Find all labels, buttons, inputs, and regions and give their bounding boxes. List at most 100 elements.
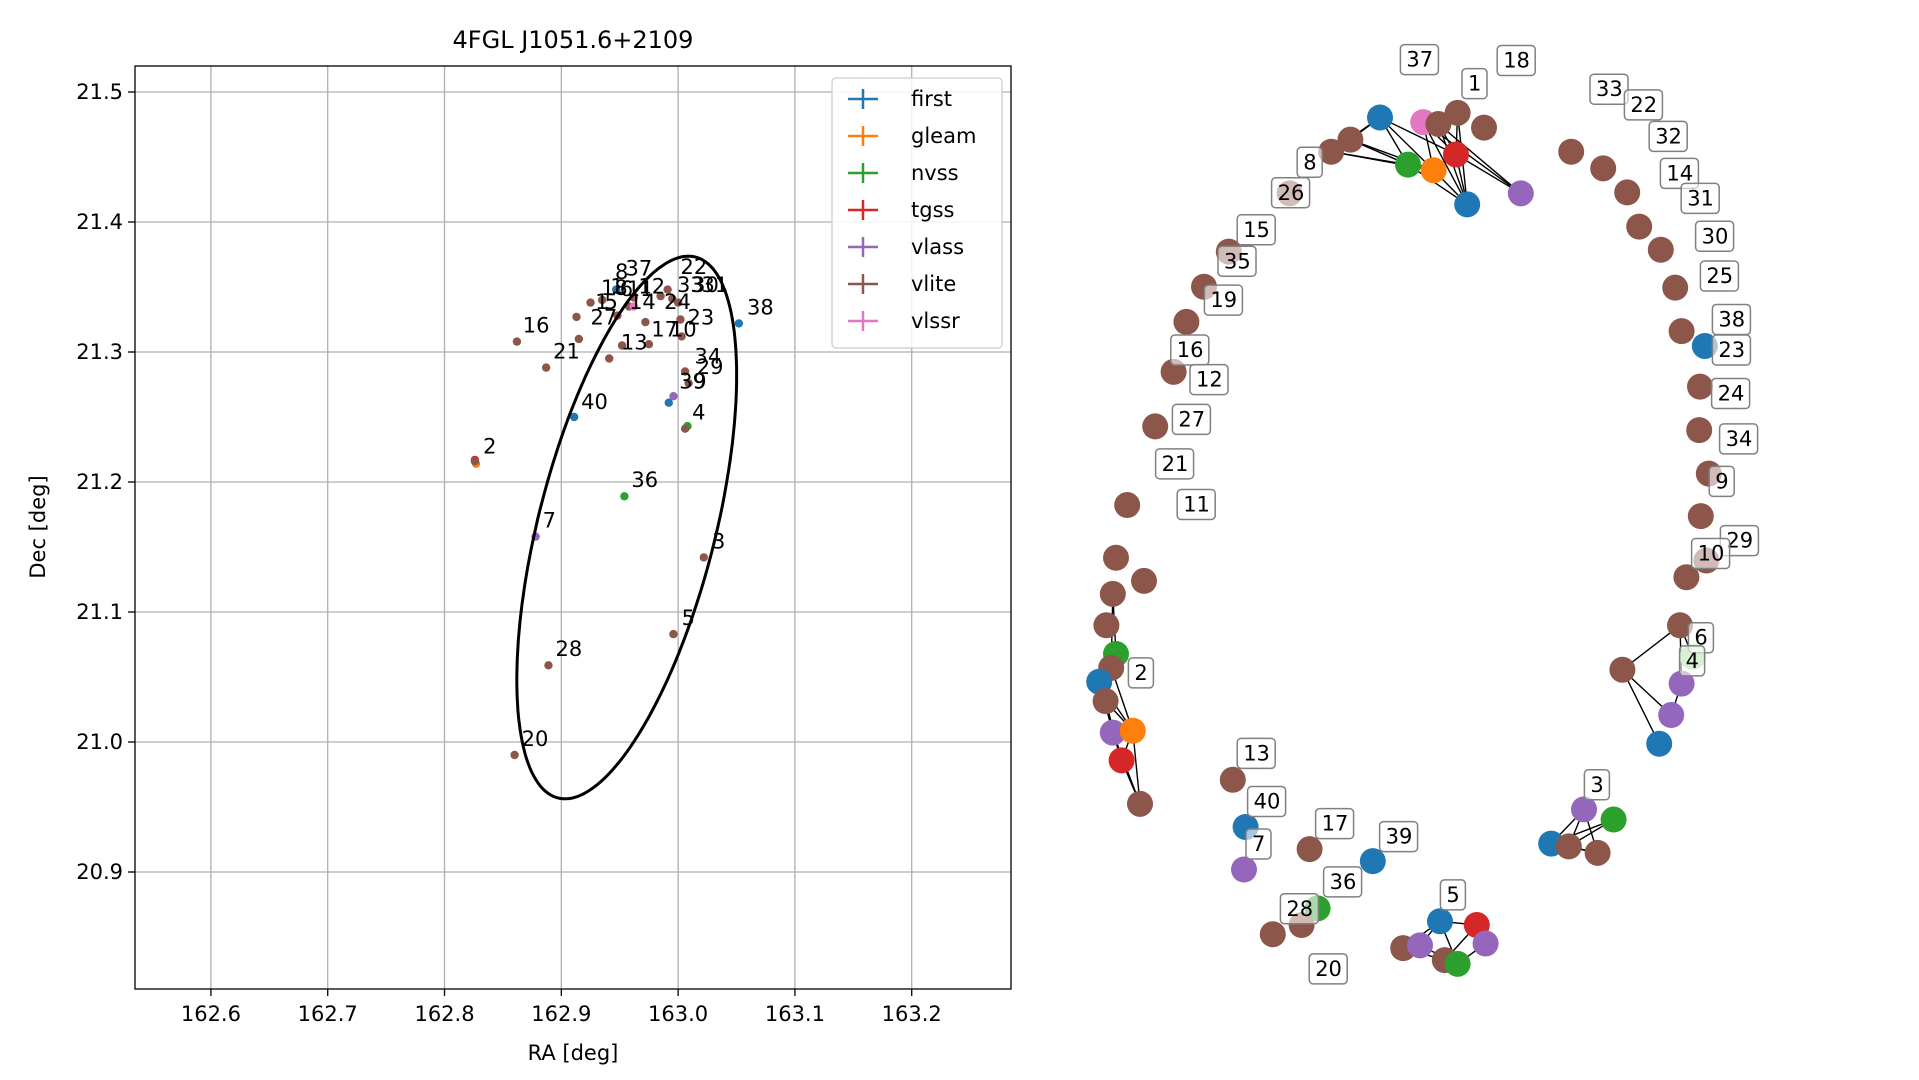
network-label-text: 7 xyxy=(1252,832,1265,856)
network-label-box xyxy=(1711,334,1752,366)
network-label-text: 18 xyxy=(1503,49,1530,73)
y-axis-label: Dec [deg] xyxy=(26,475,50,578)
network-node xyxy=(1614,179,1641,206)
network-label-text: 35 xyxy=(1224,249,1251,273)
network-label-text: 25 xyxy=(1706,264,1733,288)
network-label-text: 29 xyxy=(1726,529,1753,553)
network-label: 10 xyxy=(1690,537,1731,570)
network-node xyxy=(1687,373,1713,400)
network-label: 3 xyxy=(1583,769,1611,801)
scatter-point-vlite xyxy=(574,334,584,344)
y-tick-label: 20.9 xyxy=(76,860,123,884)
network-label-box xyxy=(1279,893,1320,925)
network-label-box xyxy=(1154,448,1195,480)
network-label-text: 27 xyxy=(1178,407,1205,431)
network-node xyxy=(1093,612,1120,639)
y-axis-ticks: 20.9 21.0 21.1 21.2 21.3 21.4 21.5 xyxy=(76,80,135,884)
network-label-box xyxy=(1176,488,1216,521)
point-label: 1 xyxy=(595,290,608,314)
y-tick-label: 21.3 xyxy=(76,340,123,364)
scatter-point-vlite xyxy=(641,317,650,327)
network-label-text: 17 xyxy=(1322,812,1349,836)
network-label-text: 11 xyxy=(1183,493,1210,517)
scatter-point-vlite xyxy=(699,553,709,562)
x-tick-label: 162.6 xyxy=(181,1002,241,1026)
network-label: 16 xyxy=(1170,334,1210,366)
network-node xyxy=(1472,930,1499,957)
x-axis-label: RA [deg] xyxy=(528,1041,619,1065)
network-label-box xyxy=(1710,377,1751,410)
network-node xyxy=(1584,839,1611,866)
network-node xyxy=(1555,833,1582,860)
scatter-point-first xyxy=(734,319,744,328)
network-node xyxy=(1103,544,1129,571)
network-node xyxy=(1658,702,1685,729)
network-edge xyxy=(1379,116,1457,156)
network-node xyxy=(1686,417,1713,444)
scatter-point-nvss xyxy=(620,492,629,501)
grid-lines xyxy=(135,66,1011,989)
network-node xyxy=(1471,114,1497,141)
network-label: 27 xyxy=(1171,403,1212,436)
legend-label: nvss xyxy=(911,161,959,185)
network-label: 31 xyxy=(1680,182,1720,215)
network-node xyxy=(1231,856,1257,883)
network-label: 39 xyxy=(1378,820,1419,853)
scatter-point-vlite xyxy=(669,629,678,639)
network-label-text: 1 xyxy=(1468,72,1481,96)
legend-label: gleam xyxy=(911,124,976,148)
scatter-point-vlite xyxy=(684,379,693,388)
network-label-box xyxy=(1270,177,1311,209)
scatter-point-first xyxy=(569,412,579,422)
network-node xyxy=(1142,413,1169,440)
point-label: 9 xyxy=(693,369,706,393)
network-label-text: 9 xyxy=(1715,469,1728,493)
legend-label: vlite xyxy=(911,272,956,296)
error-ellipse xyxy=(515,254,739,801)
network-label-text: 14 xyxy=(1666,161,1693,185)
y-tick-label: 21.4 xyxy=(76,210,123,234)
x-tick-label: 163.2 xyxy=(882,1002,942,1026)
network-label-box xyxy=(1171,403,1212,436)
network-label-box xyxy=(1583,769,1611,801)
network-label-box xyxy=(1659,157,1700,190)
scatter-point-vlite xyxy=(572,312,581,322)
x-tick-label: 162.7 xyxy=(298,1002,358,1026)
scatter-point-vlass xyxy=(669,392,678,401)
network-node xyxy=(1131,567,1157,594)
point-label: 28 xyxy=(555,637,582,661)
scatter-point-vlite xyxy=(470,457,480,466)
network-label: 2 xyxy=(1127,657,1155,689)
point-label: 6 xyxy=(620,277,633,301)
legend-label: vlass xyxy=(911,235,964,259)
legend-label: first xyxy=(911,87,952,111)
y-tick-label: 21.5 xyxy=(76,80,123,104)
network-label-box xyxy=(1461,67,1488,100)
network-label: 33 xyxy=(1589,73,1629,105)
point-label: 29 xyxy=(697,355,724,379)
network-edge xyxy=(1621,669,1660,745)
point-label: 34 xyxy=(694,345,721,369)
network-label: 23 xyxy=(1711,334,1752,366)
legend-box xyxy=(831,77,1003,349)
plot-frame xyxy=(134,65,1012,990)
network-label-text: 33 xyxy=(1596,77,1623,101)
network-label: 20 xyxy=(1308,953,1348,985)
network-node xyxy=(1668,318,1695,345)
network-label-box xyxy=(1127,657,1155,689)
scatter-point-vlite xyxy=(541,363,551,372)
network-label-box xyxy=(1236,737,1276,770)
scatter-point-vlite xyxy=(680,424,690,433)
point-label: 5 xyxy=(605,290,618,314)
point-label: 2 xyxy=(483,434,496,458)
network-label-text: 2 xyxy=(1134,661,1147,685)
network-edge xyxy=(1422,121,1468,205)
point-label: 8 xyxy=(615,260,628,284)
network-label-box xyxy=(1496,44,1536,77)
network-label: 26 xyxy=(1270,177,1311,209)
network-edge xyxy=(1437,123,1522,194)
network-label: 32 xyxy=(1648,120,1688,153)
network-label-box xyxy=(1680,182,1720,215)
network-node xyxy=(1108,747,1135,774)
network-node xyxy=(1668,670,1695,697)
